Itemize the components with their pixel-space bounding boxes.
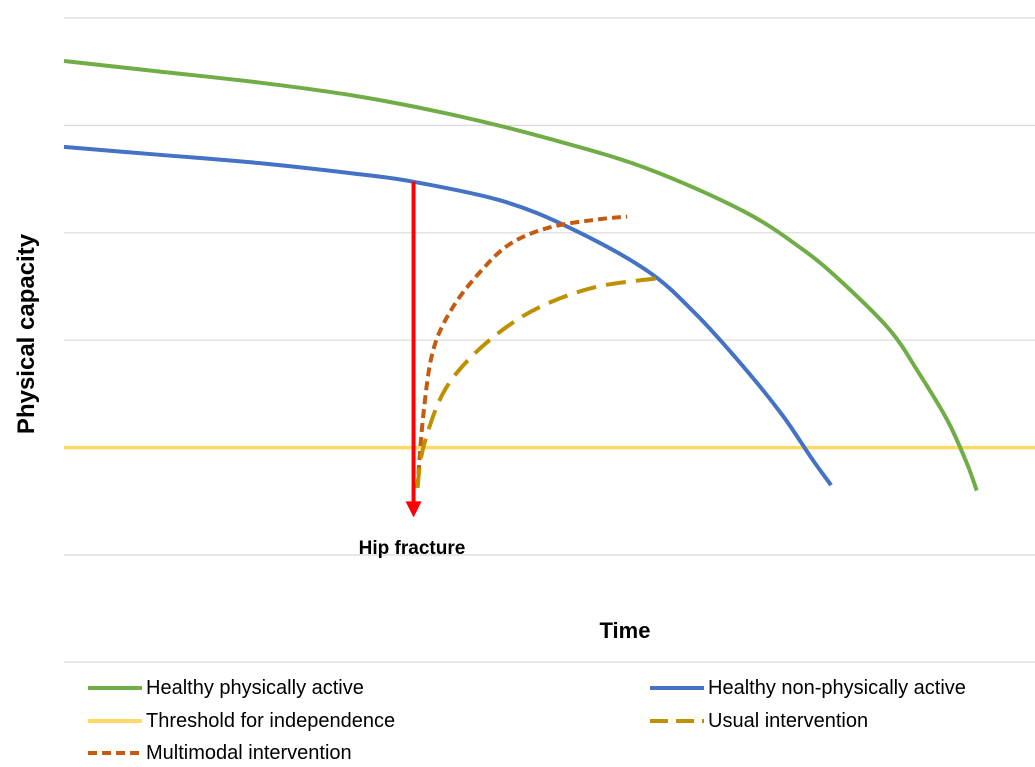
- hip-fracture-arrow-head: [405, 501, 422, 518]
- x-axis-label: Time: [599, 618, 651, 643]
- legend-item-nonactive: Healthy non-physically active: [648, 674, 966, 702]
- legend-swatch-multimodal: [88, 751, 142, 755]
- annotation-layer: [405, 181, 422, 518]
- legend-label-usual: Usual intervention: [708, 709, 869, 732]
- legend-swatch-active: [88, 686, 142, 690]
- legend-label-threshold: Threshold for independence: [146, 709, 396, 732]
- legend-item-usual: Usual intervention: [648, 707, 868, 735]
- legend-label-multimodal: Multimodal intervention: [146, 741, 352, 764]
- series-line-usual-intervention: [415, 276, 657, 489]
- gridlines: [64, 17, 1035, 663]
- series-layer: [63, 58, 1035, 492]
- series-line-multimodal-intervention: [415, 214, 628, 489]
- series-line-healthy-active: [63, 58, 979, 492]
- legend-swatch-nonactive: [650, 686, 704, 690]
- legend-item-multimodal: Multimodal intervention: [86, 739, 352, 767]
- legend-item-threshold: Threshold for independence: [86, 707, 395, 735]
- hip-fracture-label: Hip fracture: [358, 538, 466, 559]
- legend-item-active: Healthy physically active: [86, 674, 364, 702]
- y-axis-label: Physical capacity: [13, 233, 40, 435]
- legend-swatch-threshold: [88, 719, 142, 723]
- legend-label-nonactive: Healthy non-physically active: [708, 676, 966, 699]
- series-line-healthy-nonactive: [63, 144, 833, 487]
- legend-label-active: Healthy physically active: [146, 676, 364, 699]
- legend-swatch-usual: [650, 719, 704, 723]
